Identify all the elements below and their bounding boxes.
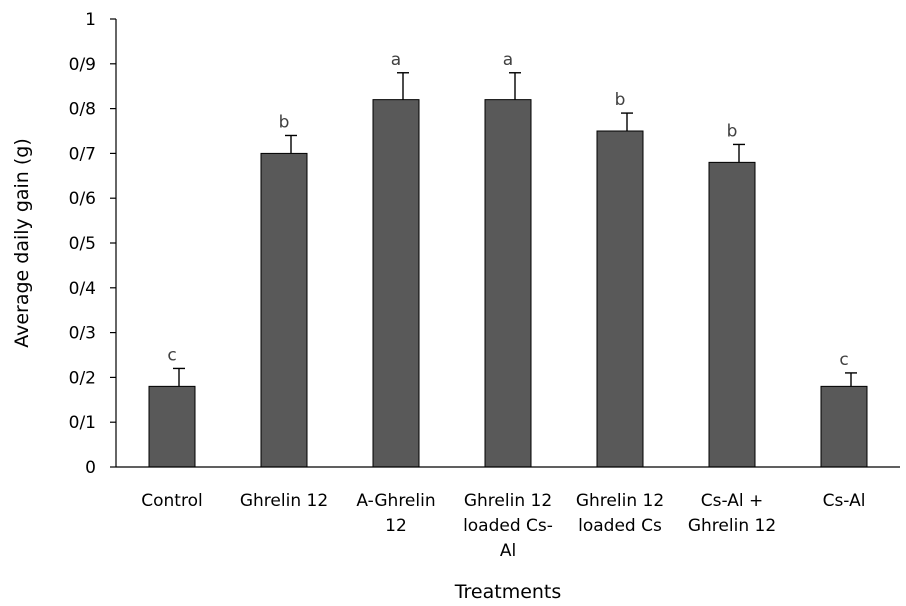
x-axis-tick-labels: Control Ghrelin 12 A-Ghrelin 12 Ghrelin 12 lo… xyxy=(141,491,865,561)
y-tick-label: 0/8 xyxy=(69,100,96,120)
y-tick-label: 0/7 xyxy=(69,144,96,164)
significance-letter: c xyxy=(839,350,848,370)
y-tick-label: 0/5 xyxy=(69,234,96,254)
bar xyxy=(148,385,196,468)
x-tick-label: Ghrelin 12 loaded Cs-Al xyxy=(463,491,553,561)
significance-letter: b xyxy=(279,112,290,132)
significance-letter: a xyxy=(391,50,401,70)
bar xyxy=(260,152,308,468)
x-tick-label: Ghrelin 12 loaded Cs xyxy=(576,491,664,536)
y-tick-label: 1 xyxy=(85,10,96,30)
y-axis-title: Average daily gain (g) xyxy=(11,138,33,348)
significance-letter: b xyxy=(727,121,738,141)
bar xyxy=(820,385,868,468)
x-tick-label: Cs-Al + Ghrelin 12 xyxy=(688,491,776,536)
bar xyxy=(484,99,532,468)
y-tick-label: 0/9 xyxy=(69,55,96,75)
y-tick-label: 0/4 xyxy=(69,279,96,299)
y-tick-label: 0/3 xyxy=(69,324,96,344)
significance-letter: b xyxy=(615,90,626,110)
bar xyxy=(372,99,420,468)
significance-letter: a xyxy=(503,50,513,70)
significance-letter: c xyxy=(167,345,176,365)
y-axis-ticks: 0 0/1 0/2 0/3 0/4 0/5 0/6 0/7 0/8 0/9 1 xyxy=(69,10,116,478)
y-tick-label: 0/6 xyxy=(69,189,96,209)
x-axis-title: Treatments xyxy=(454,581,562,603)
y-tick-label: 0/1 xyxy=(69,413,96,433)
x-tick-label: Cs-Al xyxy=(823,491,866,511)
x-tick-label: A-Ghrelin 12 xyxy=(356,491,435,536)
bar xyxy=(708,161,756,468)
x-tick-label: Ghrelin 12 xyxy=(240,491,328,511)
bars: c b a a b b c xyxy=(148,50,868,468)
y-tick-label: 0 xyxy=(85,458,96,478)
x-tick-label: Control xyxy=(141,491,202,511)
y-tick-label: 0/2 xyxy=(69,368,96,388)
bar xyxy=(596,130,644,468)
